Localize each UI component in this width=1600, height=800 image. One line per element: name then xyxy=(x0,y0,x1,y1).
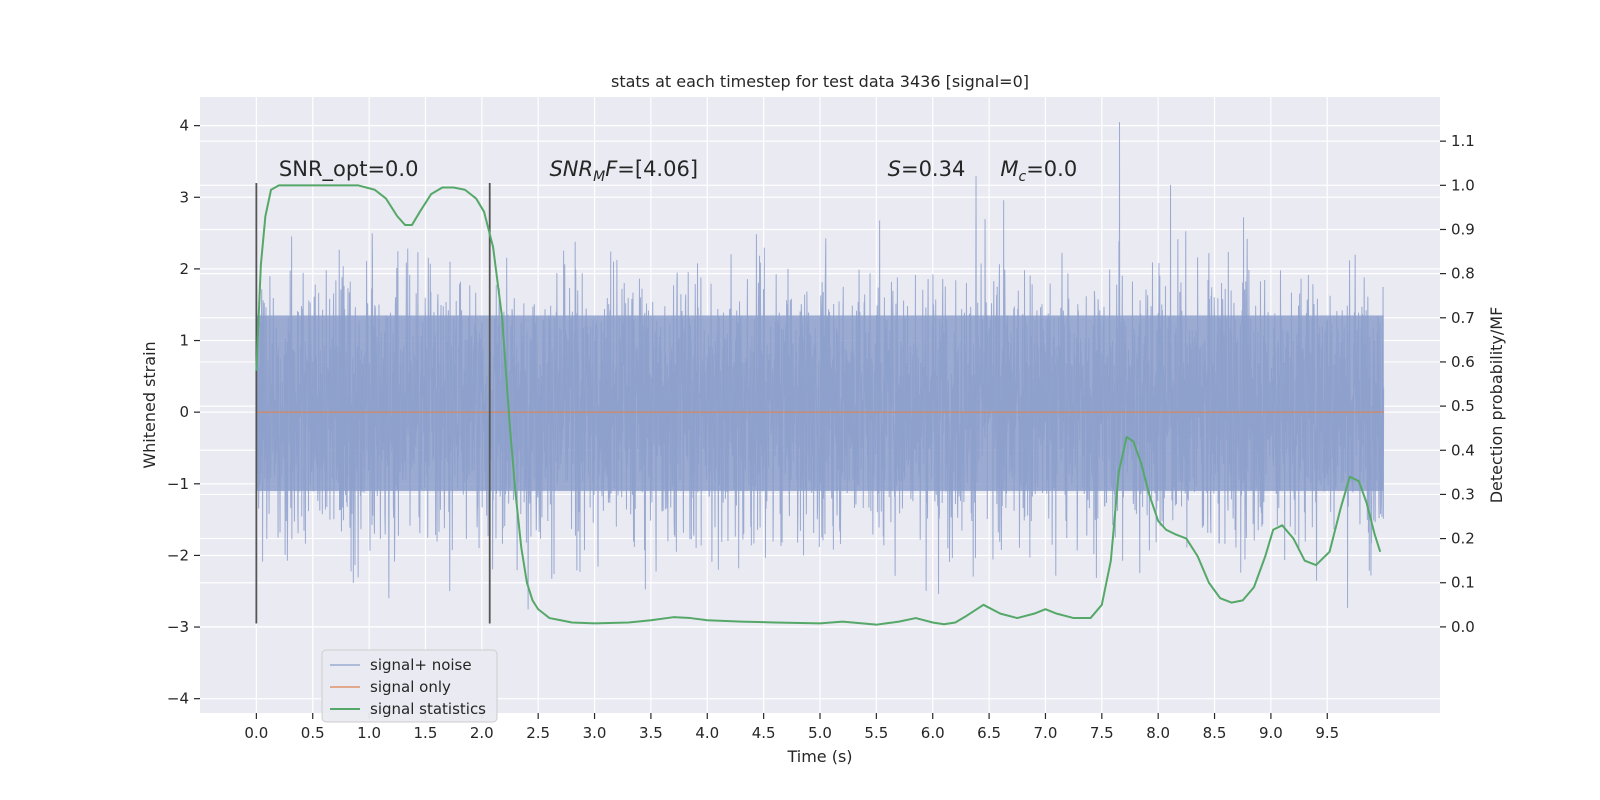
x-tick-label: 2.5 xyxy=(526,724,550,742)
x-tick-label: 8.5 xyxy=(1203,724,1227,742)
x-tick-label: 3.0 xyxy=(583,724,607,742)
x-tick-label: 7.5 xyxy=(1090,724,1114,742)
x-tick-label: 0.5 xyxy=(301,724,325,742)
y-tick-label: 1 xyxy=(179,332,189,350)
x-tick-label: 1.5 xyxy=(414,724,438,742)
y2-axis-label: Detection probability/MF xyxy=(1487,307,1506,504)
y-tick-label: 4 xyxy=(179,117,189,135)
x-tick-label: 3.5 xyxy=(639,724,663,742)
signal-statistics-line xyxy=(255,184,1382,626)
x-tick-label: 2.0 xyxy=(470,724,494,742)
annotation-3: S=0.34 xyxy=(888,157,966,181)
x-tick-label: 0.0 xyxy=(244,724,268,742)
y-tick-label: 0 xyxy=(179,403,189,421)
legend-label: signal statistics xyxy=(370,700,486,718)
x-tick-label: 5.5 xyxy=(864,724,888,742)
x-axis-ticks: 0.0 0.5 1.0 1.5 2.0 2.5 3.0 3.5 4.0 4.5 5.0 5.5 6.0 6… xyxy=(244,713,1339,742)
legend-label: signal only xyxy=(370,678,451,696)
y-tick-label: −2 xyxy=(167,546,189,564)
y2-tick-label: 0.5 xyxy=(1451,397,1475,415)
x-tick-label: 5.0 xyxy=(808,724,832,742)
chart-title: stats at each timestep for test data 343… xyxy=(611,72,1029,91)
x-tick-label: 8.0 xyxy=(1146,724,1170,742)
x-tick-label: 9.0 xyxy=(1259,724,1283,742)
x-tick-label: 7.0 xyxy=(1034,724,1058,742)
y2-tick-label: 0.2 xyxy=(1451,530,1475,548)
noise-trace xyxy=(255,122,1385,610)
y-tick-label: 3 xyxy=(179,188,189,206)
annotations: SNR_opt=0.0 SNRMF=[4.06] S=0.34 Mc=0.0 xyxy=(279,157,1077,185)
x-tick-label: 9.5 xyxy=(1315,724,1339,742)
y2-tick-label: 0.4 xyxy=(1451,441,1475,459)
y2-tick-label: 1.0 xyxy=(1451,176,1475,194)
legend-label: signal+ noise xyxy=(370,656,472,674)
legend-box xyxy=(321,649,498,723)
series-layer xyxy=(255,182,1384,626)
annotation-1: SNR_opt=0.0 xyxy=(279,157,419,182)
y2-tick-label: 0.3 xyxy=(1451,485,1475,503)
x-tick-label: 6.5 xyxy=(977,724,1001,742)
y-tick-label: 2 xyxy=(179,260,189,278)
x-tick-label: 1.0 xyxy=(357,724,381,742)
y-axis-ticks: −4 −3 −2 −1 0 1 2 3 4 xyxy=(167,117,200,708)
x-tick-label: 4.5 xyxy=(752,724,776,742)
legend: signal+ noise signal only signal statistic… xyxy=(321,649,498,723)
x-tick-label: 6.0 xyxy=(921,724,945,742)
signal-noise-series xyxy=(255,122,1385,610)
y2-tick-label: 0.0 xyxy=(1451,618,1475,636)
y2-tick-label: 1.1 xyxy=(1451,132,1475,150)
annotation-4: Mc=0.0 xyxy=(1000,157,1077,185)
y2-tick-label: 0.1 xyxy=(1451,574,1475,592)
annotation-2: SNRMF=[4.06] xyxy=(549,157,698,185)
y-tick-label: −1 xyxy=(167,475,189,493)
y2-tick-label: 0.7 xyxy=(1451,309,1475,327)
y-axis-label: Whitened strain xyxy=(140,341,159,468)
x-tick-label: 4.0 xyxy=(695,724,719,742)
y-tick-label: −3 xyxy=(167,618,189,636)
y2-tick-label: 0.6 xyxy=(1451,353,1475,371)
x-axis-label: Time (s) xyxy=(786,747,852,766)
y2-axis-ticks: 0.0 0.1 0.2 0.3 0.4 0.5 0.6 0.7 0.8 0.9 1.0 1.1 xyxy=(1440,132,1475,636)
y2-tick-label: 0.9 xyxy=(1451,220,1475,238)
y2-tick-label: 0.8 xyxy=(1451,265,1475,283)
y-tick-label: −4 xyxy=(167,690,189,708)
